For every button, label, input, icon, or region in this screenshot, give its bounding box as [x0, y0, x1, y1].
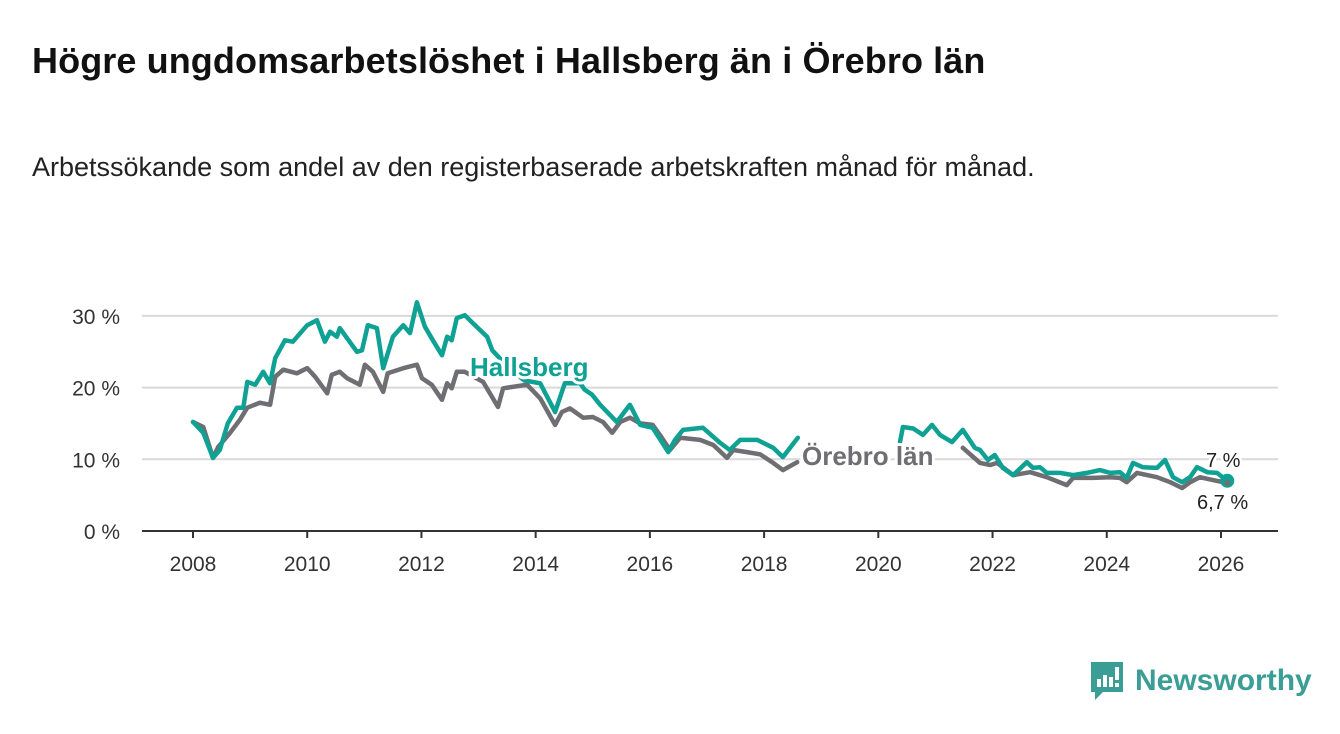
series-line-hallsberg: [190, 300, 1230, 485]
end-label-hallsberg: 7 %: [1206, 450, 1241, 472]
x-tick-label: 2026: [1198, 553, 1245, 576]
y-tick-label: 0 %: [84, 521, 120, 544]
y-tick-label: 10 %: [72, 449, 120, 472]
y-tick-label: 20 %: [72, 378, 120, 401]
chart-title: Högre ungdomsarbetslöshet i Hallsberg än…: [32, 40, 986, 81]
series-label-hallsberg: Hallsberg: [470, 352, 589, 382]
x-tick-label: 2024: [1083, 553, 1130, 576]
x-tick-label: 2020: [855, 553, 902, 576]
x-tick-label: 2022: [969, 553, 1016, 576]
axes: 0 % 10 % 20 % 30 % 2008 2010 2012 2014 2016 2018 2…: [72, 306, 1278, 576]
newsworthy-logo-icon: [1091, 662, 1123, 700]
x-tick-label: 2012: [398, 553, 445, 576]
x-tick-label: 2008: [170, 553, 217, 576]
x-tick-label: 2018: [741, 553, 788, 576]
gridlines: [142, 314, 1278, 461]
chart-subtitle: Arbetssökande som andel av den registerb…: [32, 152, 1035, 182]
x-tick-label: 2014: [512, 553, 559, 576]
y-tick-label: 30 %: [72, 306, 120, 329]
end-marker-orebro: [1224, 479, 1231, 486]
x-tick-label: 2010: [284, 553, 331, 576]
newsworthy-logo: Newsworthy: [1089, 660, 1312, 702]
end-label-orebro: 6,7 %: [1197, 492, 1248, 514]
series-label-orebro: Örebro län: [802, 441, 933, 471]
x-tick-label: 2016: [627, 553, 674, 576]
series-labels: Hallsberg Örebro län 7 % 6,7 %: [467, 349, 1251, 517]
series-line-orebro: [190, 362, 1230, 491]
series-lines: [190, 300, 1235, 491]
newsworthy-logo-text: Newsworthy: [1135, 664, 1312, 697]
